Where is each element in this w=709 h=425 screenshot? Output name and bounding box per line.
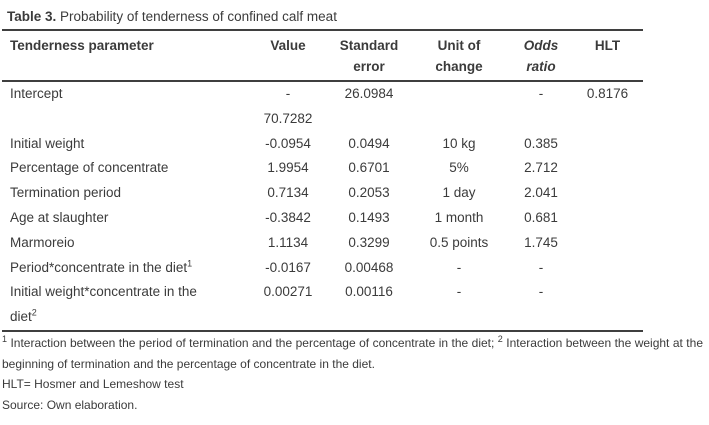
footnote-1-text: Interaction between the period of termin…: [7, 336, 498, 350]
cell-value-line1: -: [285, 86, 291, 101]
cell-param: Marmoreio: [10, 234, 75, 250]
table-caption: Table 3. Probability of tenderness of co…: [7, 7, 337, 27]
cell-unit: 1 month: [434, 209, 484, 225]
cell-param: Intercept: [10, 86, 63, 101]
header-standard-error-line1: Standard: [339, 38, 399, 53]
table-header: Tenderness parameter Value Standard erro…: [2, 30, 643, 82]
table-caption-label: Table 3.: [7, 9, 57, 24]
cell-value: - 70.7282: [246, 81, 330, 132]
cell-hlt: [572, 156, 643, 181]
cell-std-error: 26.0984: [344, 86, 394, 101]
cell-std-error: 0.3299: [348, 234, 390, 250]
cell-unit: -: [456, 284, 462, 300]
footnote-2-marker: 2: [497, 334, 503, 344]
cell-std-error: 0.0494: [348, 135, 390, 151]
cell-param: Period*concentrate in the diet1: [2, 256, 246, 281]
footnote-marker-1: 1: [187, 258, 193, 269]
table-row-initial-weight: Initial weight -0.0954 0.0494 10 kg 0.38…: [2, 132, 643, 157]
header-hlt: HLT: [572, 30, 643, 82]
cell-std-error: 0.1493: [348, 209, 390, 225]
cell-value: 0.00271: [263, 284, 313, 300]
cell-odds: -: [538, 86, 544, 101]
footnote-marker-2: 2: [31, 307, 37, 318]
footnote-source: Source: Own elaboration.: [2, 398, 138, 412]
header-tenderness-parameter: Tenderness parameter: [2, 30, 246, 82]
header-odds-ratio: Odds ratio: [510, 30, 572, 82]
cell-value: 0.7134: [267, 185, 309, 201]
cell-odds: 0.681: [524, 209, 558, 225]
cell-std-error: 0.00116: [345, 284, 393, 300]
cell-unit: 1 day: [442, 185, 476, 201]
header-standard-error-line2: error: [353, 59, 385, 74]
table-body: Intercept - 70.7282 26.0984 - 0.8176 Ini…: [2, 81, 643, 331]
cell-odds: -: [538, 259, 544, 275]
cell-unit: [408, 81, 510, 132]
cell-unit: 5%: [449, 160, 469, 176]
cell-param: Initial weight*concentrate in the diet2: [2, 280, 246, 331]
footnote-interactions: 1 Interaction between the period of term…: [2, 333, 703, 374]
tenderness-table: Tenderness parameter Value Standard erro…: [2, 29, 643, 332]
cell-odds: 0.385: [524, 135, 558, 151]
cell-value: -0.0167: [265, 259, 311, 275]
cell-odds: 2.712: [524, 160, 558, 176]
cell-std-error: 0.00468: [344, 259, 394, 275]
table-row-intercept: Intercept - 70.7282 26.0984 - 0.8176: [2, 81, 643, 132]
header-standard-error: Standard error: [330, 30, 408, 82]
cell-hlt: 0.8176: [586, 86, 629, 101]
cell-param-text: Initial weight*concentrate in the diet: [10, 284, 197, 325]
cell-std-error: 0.6701: [348, 160, 390, 176]
header-unit-of-change-line2: change: [435, 59, 483, 74]
cell-std-error: 0.2053: [348, 185, 390, 201]
cell-hlt: [572, 280, 643, 331]
table-row-percentage-concentrate: Percentage of concentrate 1.9954 0.6701 …: [2, 156, 643, 181]
cell-param: Termination period: [10, 185, 122, 201]
table-footnotes: 1 Interaction between the period of term…: [2, 333, 703, 416]
cell-hlt: [572, 231, 643, 256]
header-unit-of-change: Unit of change: [408, 30, 510, 82]
cell-value: -0.0954: [265, 135, 311, 151]
cell-hlt: [572, 206, 643, 231]
cell-unit: 0.5 points: [429, 234, 489, 250]
cell-value-line2: 70.7282: [263, 110, 313, 126]
header-odds-ratio-line2: ratio: [526, 59, 556, 74]
footnote-2-text: Interaction between the weight at the be…: [2, 336, 703, 371]
table-row-age-at-slaughter: Age at slaughter -0.3842 0.1493 1 month …: [2, 206, 643, 231]
cell-odds: -: [538, 284, 544, 300]
cell-value: -0.3842: [265, 209, 311, 225]
cell-odds: 1.745: [524, 234, 558, 250]
cell-unit: 10 kg: [442, 135, 476, 151]
cell-hlt: [572, 256, 643, 281]
table-row-termination-period: Termination period 0.7134 0.2053 1 day 2…: [2, 181, 643, 206]
table-row-marmoreio: Marmoreio 1.1134 0.3299 0.5 points 1.745: [2, 231, 643, 256]
cell-value: 1.1134: [267, 234, 309, 250]
cell-odds: 2.041: [524, 185, 558, 201]
cell-param-text: Period*concentrate in the diet: [10, 259, 188, 275]
cell-param: Age at slaughter: [10, 209, 109, 225]
cell-param: Initial weight: [10, 135, 85, 151]
footnote-hlt-definition: HLT= Hosmer and Lemeshow test: [2, 377, 184, 391]
header-odds-ratio-line1: Odds: [523, 38, 559, 53]
footnote-1-marker: 1: [2, 334, 8, 344]
cell-param: Percentage of concentrate: [10, 160, 169, 176]
cell-hlt: [572, 132, 643, 157]
header-value: Value: [246, 30, 330, 82]
table-caption-text: Probability of tenderness of confined ca…: [56, 9, 337, 24]
header-row: Tenderness parameter Value Standard erro…: [2, 30, 643, 82]
cell-unit: -: [456, 259, 462, 275]
cell-value: 1.9954: [267, 160, 309, 176]
table-row-initial-weight-concentrate: Initial weight*concentrate in the diet2 …: [2, 280, 643, 331]
header-unit-of-change-line1: Unit of: [437, 38, 481, 53]
table-row-period-concentrate: Period*concentrate in the diet1 -0.0167 …: [2, 256, 643, 281]
cell-hlt: [572, 181, 643, 206]
